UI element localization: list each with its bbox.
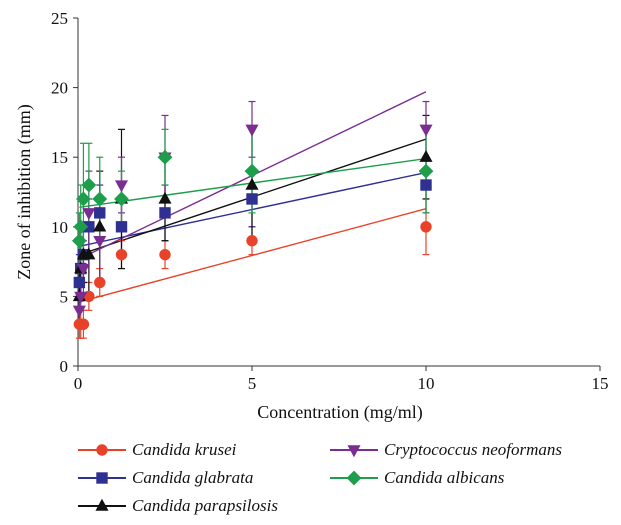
x-axis-label: Concentration (mg/ml) bbox=[257, 402, 422, 423]
data-point-candida-parapsilosis bbox=[82, 247, 96, 260]
data-point-candida-albicans bbox=[114, 191, 129, 207]
trend-line-candida-glabrata bbox=[79, 171, 427, 247]
y-tick-label: 20 bbox=[51, 79, 68, 98]
legend-label: Candida krusei bbox=[132, 440, 237, 459]
legend-item-cryptococcus-neoformans: Cryptococcus neoformans bbox=[330, 438, 562, 462]
legend-item-candida-glabrata: Candida glabrata bbox=[78, 466, 253, 490]
data-point-cryptococcus-neoformans bbox=[114, 180, 129, 193]
x-tick-label: 5 bbox=[248, 374, 257, 393]
data-point-candida-albicans bbox=[157, 149, 173, 165]
legend-marker-shape bbox=[346, 470, 362, 486]
legend-swatch bbox=[78, 472, 126, 484]
y-axis-label: Zone of inhibition (mm) bbox=[14, 104, 35, 279]
legend-marker bbox=[96, 472, 108, 484]
trend-line-candida-krusei bbox=[79, 208, 427, 303]
data-point-cryptococcus-neoformans bbox=[72, 305, 86, 318]
legend-swatch bbox=[78, 498, 126, 511]
data-point-candida-glabrata bbox=[420, 179, 432, 191]
data-point-candida-albicans bbox=[73, 219, 89, 235]
data-point-cryptococcus-neoformans bbox=[82, 208, 96, 221]
data-point-candida-albicans bbox=[71, 233, 87, 249]
data-point-candida-glabrata bbox=[246, 193, 258, 205]
x-tick-label: 15 bbox=[592, 374, 609, 393]
data-point-candida-krusei bbox=[94, 276, 106, 289]
data-point-candida-glabrata bbox=[94, 207, 106, 219]
data-point-candida-krusei bbox=[246, 235, 258, 247]
data-point-cryptococcus-neoformans bbox=[76, 263, 90, 276]
legend-label: Candida albicans bbox=[384, 468, 505, 487]
y-tick-label: 15 bbox=[51, 148, 68, 167]
data-point-cryptococcus-neoformans bbox=[419, 124, 433, 137]
legend-marker bbox=[96, 444, 108, 456]
data-point-candida-krusei bbox=[159, 248, 171, 261]
legend-label: Cryptococcus neoformans bbox=[384, 440, 563, 459]
axes: 0 5 10 15 20 25 0 5 10 15 bbox=[51, 9, 609, 393]
y-tick-label: 25 bbox=[51, 9, 68, 28]
legend-item-candida-albicans: Candida albicans bbox=[330, 466, 504, 490]
data-point-candida-parapsilosis bbox=[158, 191, 172, 204]
data-point-candida-parapsilosis bbox=[93, 219, 107, 232]
legend-label: Candida parapsilosis bbox=[132, 496, 278, 515]
data-point-cryptococcus-neoformans bbox=[93, 236, 107, 248]
data-point-candida-parapsilosis bbox=[245, 177, 259, 190]
data-point-cryptococcus-neoformans bbox=[74, 291, 88, 304]
data-point-candida-krusei bbox=[115, 248, 128, 261]
legend: Candida krusei Candida glabrata Candida pa… bbox=[78, 438, 618, 522]
data-point-candida-albicans bbox=[76, 191, 91, 207]
data-point-candida-krusei bbox=[420, 221, 432, 233]
legend-marker-shape bbox=[96, 472, 108, 484]
x-tick-label: 0 bbox=[74, 374, 83, 393]
data-point-candida-albicans bbox=[418, 163, 434, 179]
legend-item-candida-parapsilosis: Candida parapsilosis bbox=[78, 494, 278, 518]
y-tick-label: 10 bbox=[51, 218, 68, 237]
data-point-candida-albicans bbox=[81, 177, 97, 193]
data-point-cryptococcus-neoformans bbox=[245, 124, 259, 137]
legend-swatch bbox=[330, 445, 378, 458]
data-point-candida-parapsilosis bbox=[419, 149, 433, 162]
legend-label: Candida glabrata bbox=[132, 468, 254, 487]
data-point-candida-glabrata bbox=[73, 276, 86, 289]
data-point-candida-krusei bbox=[77, 318, 90, 330]
legend-marker bbox=[347, 445, 361, 458]
legend-swatch bbox=[78, 444, 126, 456]
data-point-candida-albicans bbox=[92, 191, 108, 207]
legend-swatch bbox=[330, 470, 378, 486]
legend-marker bbox=[346, 470, 362, 486]
legend-marker-shape bbox=[96, 444, 108, 456]
legend-marker bbox=[95, 498, 109, 511]
error-bars bbox=[75, 100, 430, 339]
x-tick-label: 10 bbox=[418, 374, 435, 393]
legend-marker-shape bbox=[95, 498, 109, 511]
y-tick-label: 0 bbox=[60, 357, 69, 376]
data-point-candida-albicans bbox=[244, 163, 260, 179]
data-point-candida-glabrata bbox=[115, 221, 128, 233]
y-tick-label: 5 bbox=[60, 287, 69, 306]
legend-marker-shape bbox=[347, 445, 361, 458]
legend-item-candida-krusei: Candida krusei bbox=[78, 438, 236, 462]
data-point-candida-glabrata bbox=[159, 207, 171, 219]
data-points bbox=[71, 124, 434, 330]
